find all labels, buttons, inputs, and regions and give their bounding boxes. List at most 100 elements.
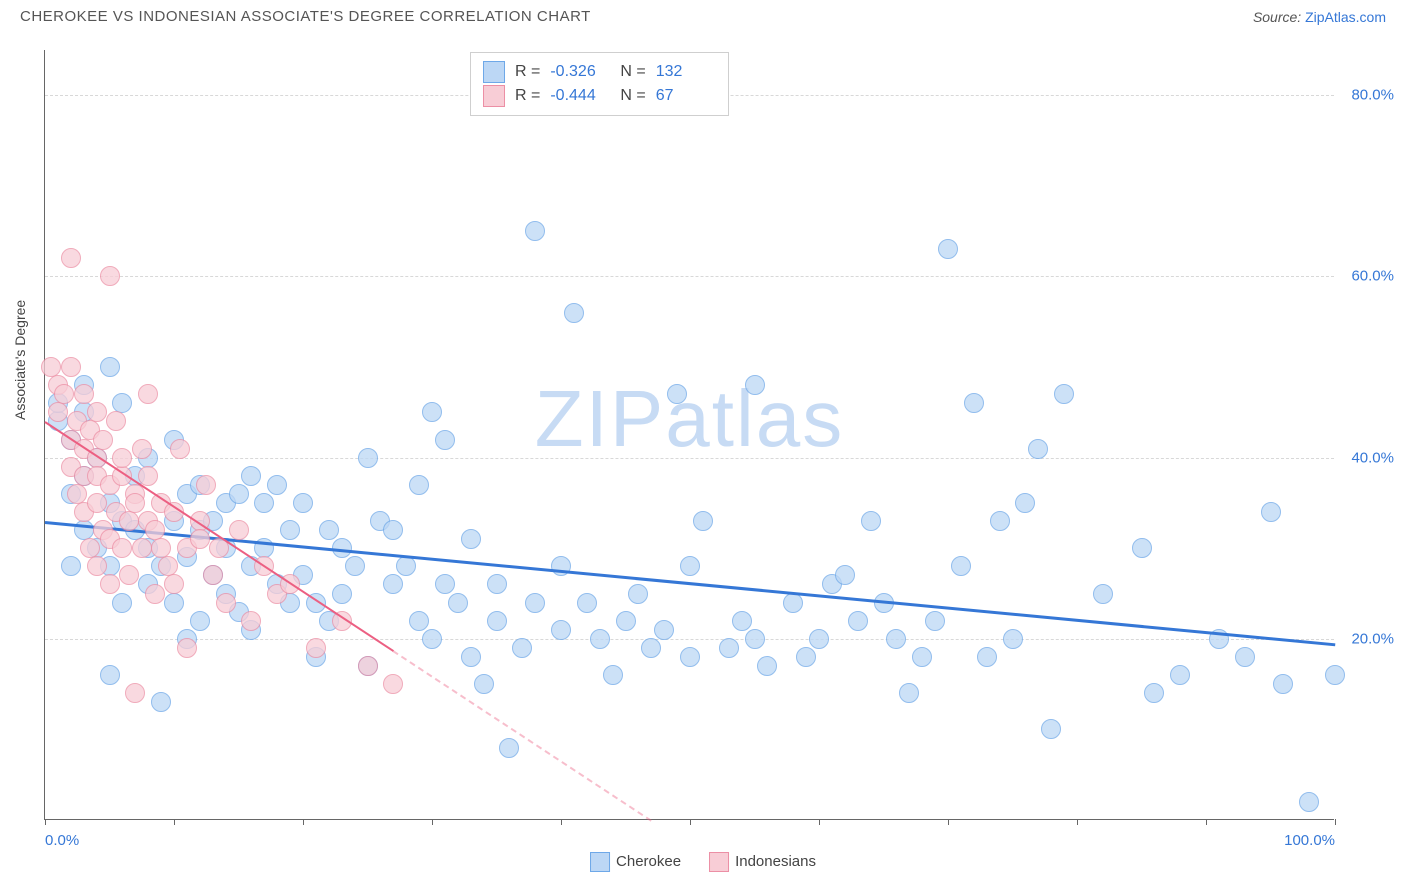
data-point [886,629,906,649]
data-point [990,511,1010,531]
data-point [474,674,494,694]
data-point [100,665,120,685]
data-point [119,511,139,531]
data-point [106,411,126,431]
data-point [499,738,519,758]
data-point [1054,384,1074,404]
data-point [654,620,674,640]
data-point [487,574,507,594]
data-point [87,556,107,576]
data-point [267,475,287,495]
x-tick-label: 0.0% [45,832,79,849]
data-point [229,484,249,504]
data-point [177,638,197,658]
data-point [54,384,74,404]
data-point [1132,538,1152,558]
data-point [112,538,132,558]
data-point [145,584,165,604]
data-point [525,593,545,613]
data-point [151,692,171,712]
data-point [461,647,481,667]
data-point [132,439,152,459]
gridline [45,276,1334,277]
data-point [48,402,68,422]
data-point [616,611,636,631]
data-point [383,520,403,540]
watermark: ZIPatlas [535,373,844,465]
data-point [1325,665,1345,685]
data-point [383,574,403,594]
legend-r-label: R = [515,87,540,105]
data-point [61,556,81,576]
data-point [87,493,107,513]
data-point [435,574,455,594]
x-tick [561,819,562,825]
data-point [590,629,610,649]
data-point [680,556,700,576]
data-point [100,574,120,594]
source-link[interactable]: ZipAtlas.com [1305,9,1386,25]
y-tick-label: 60.0% [1351,268,1394,285]
legend-correlation-row: R =-0.444N =67 [483,85,716,107]
data-point [938,239,958,259]
x-tick [1335,819,1336,825]
data-point [61,248,81,268]
legend-n-label: N = [620,63,645,81]
data-point [1093,584,1113,604]
data-point [158,556,178,576]
y-tick-label: 20.0% [1351,630,1394,647]
data-point [422,629,442,649]
data-point [241,466,261,486]
data-point [577,593,597,613]
data-point [422,402,442,422]
legend-swatch [590,852,610,872]
data-point [435,430,455,450]
data-point [964,393,984,413]
data-point [125,683,145,703]
legend-n-value: 67 [656,87,716,105]
data-point [112,593,132,613]
x-tick [432,819,433,825]
y-tick-label: 40.0% [1351,449,1394,466]
data-point [138,466,158,486]
data-point [667,384,687,404]
legend-item: Cherokee [590,852,681,872]
data-point [80,538,100,558]
data-point [112,393,132,413]
data-point [448,593,468,613]
data-point [241,611,261,631]
data-point [1028,439,1048,459]
data-point [693,511,713,531]
legend-r-value: -0.326 [550,63,610,81]
data-point [293,493,313,513]
y-axis-label: Associate's Degree [12,300,28,420]
data-point [861,511,881,531]
data-point [1235,647,1255,667]
data-point [203,565,223,585]
data-point [796,647,816,667]
data-point [719,638,739,658]
chart-title: CHEROKEE VS INDONESIAN ASSOCIATE'S DEGRE… [20,8,591,25]
legend-r-label: R = [515,63,540,81]
x-tick-label: 100.0% [1284,832,1335,849]
data-point [641,638,661,658]
x-tick [690,819,691,825]
data-point [732,611,752,631]
data-point [61,357,81,377]
data-point [925,611,945,631]
data-point [461,529,481,549]
correlation-legend: R =-0.326N =132R =-0.444N =67 [470,52,729,116]
chart-plot-area: ZIPatlas 20.0%40.0%60.0%80.0%0.0%100.0% [44,50,1334,820]
data-point [119,565,139,585]
data-point [487,611,507,631]
data-point [848,611,868,631]
data-point [87,402,107,422]
data-point [564,303,584,323]
data-point [1273,674,1293,694]
data-point [1261,502,1281,522]
data-point [551,620,571,640]
data-point [41,357,61,377]
data-point [358,656,378,676]
data-point [254,493,274,513]
data-point [138,384,158,404]
